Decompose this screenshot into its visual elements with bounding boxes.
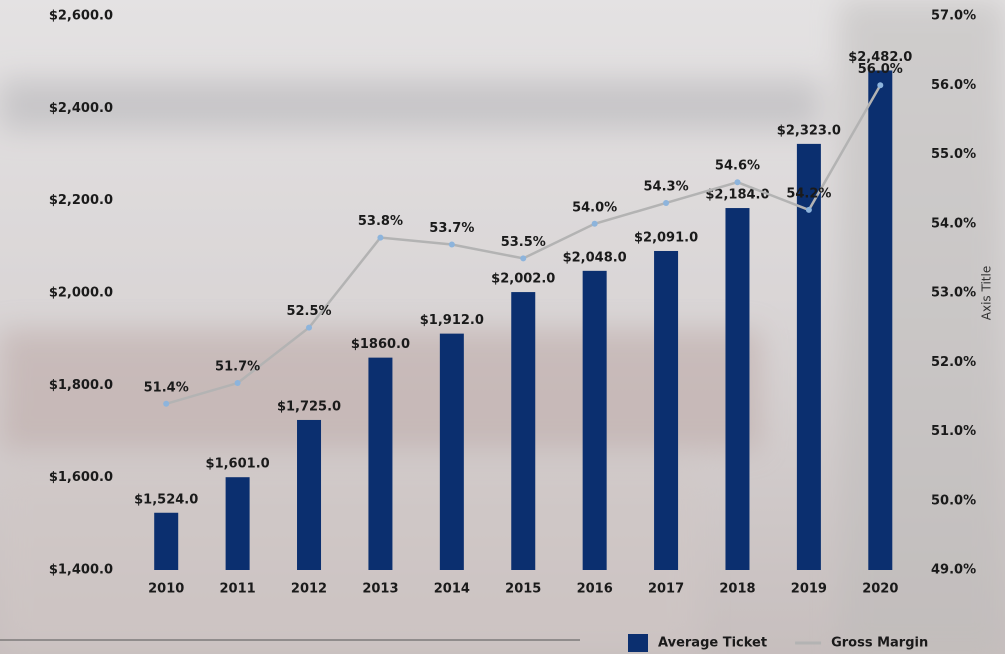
x-tick-label: 2013	[362, 582, 398, 597]
overlay	[0, 0, 1005, 654]
line-marker	[235, 380, 241, 386]
x-tick-label: 2011	[220, 582, 256, 597]
bar-value-label: $2,048.0	[563, 250, 627, 265]
x-tick-label: 2018	[719, 582, 755, 597]
bar-value-label: $1,601.0	[206, 457, 270, 472]
page: Axis Title $1,400.0 $1,600.0 $1,800.0 $2,00…	[0, 0, 1005, 654]
bar	[583, 271, 607, 570]
bar-value-label: $1,524.0	[134, 492, 198, 507]
line-value-label: 54.2%	[786, 186, 831, 201]
legend-label: Average Ticket	[658, 636, 767, 651]
y2-axis-title: Axis Title	[980, 266, 994, 320]
y2-tick-label: 55.0%	[931, 147, 976, 162]
y2-tick-label: 49.0%	[931, 563, 976, 578]
y-tick-label: $2,200.0	[49, 193, 113, 208]
bar	[725, 208, 749, 570]
y-tick-label: $2,400.0	[49, 101, 113, 116]
bar	[226, 477, 250, 570]
bar-value-label: $2,323.0	[777, 123, 841, 138]
y2-tick-label: 56.0%	[931, 78, 976, 93]
bar	[440, 334, 464, 570]
line-value-label: 53.7%	[429, 221, 474, 236]
y-tick-label: $1,400.0	[49, 563, 113, 578]
y2-tick-label: 54.0%	[931, 216, 976, 231]
x-tick-label: 2017	[648, 582, 684, 597]
line-marker	[663, 200, 669, 206]
bar-value-label: $2,002.0	[491, 272, 555, 287]
x-tick-label: 2012	[291, 582, 327, 597]
line-marker	[734, 179, 740, 185]
bar	[297, 420, 321, 570]
chart: Axis Title $1,400.0 $1,600.0 $1,800.0 $2,00…	[0, 0, 1005, 654]
line-value-label: 54.0%	[572, 200, 617, 215]
x-tick-label: 2014	[434, 582, 470, 597]
line-marker	[449, 242, 455, 248]
y2-tick-label: 57.0%	[931, 9, 976, 24]
bar-value-label: $1,725.0	[277, 399, 341, 414]
line-value-label: 51.7%	[215, 360, 260, 375]
x-tick-label: 2016	[577, 582, 613, 597]
line-marker	[306, 325, 312, 331]
line-value-label: 53.8%	[358, 214, 403, 229]
line-marker	[592, 221, 598, 227]
bar	[154, 513, 178, 570]
line-marker	[520, 255, 526, 261]
x-tick-label: 2010	[148, 582, 184, 597]
line-value-label: 56.0%	[858, 62, 903, 77]
line-value-label: 54.3%	[644, 179, 689, 194]
x-tick-label: 2020	[862, 582, 898, 597]
bar-value-label: $2,091.0	[634, 230, 698, 245]
line-value-label: 53.5%	[501, 235, 546, 250]
y-tick-label: $2,600.0	[49, 9, 113, 24]
y-tick-label: $1,800.0	[49, 378, 113, 393]
bar	[368, 358, 392, 570]
line-marker	[877, 82, 883, 88]
line-marker	[806, 207, 812, 213]
y-tick-label: $1,600.0	[49, 470, 113, 485]
line-value-label: 52.5%	[286, 304, 331, 319]
bar	[511, 292, 535, 570]
x-tick-label: 2015	[505, 582, 541, 597]
bar-value-label: $1860.0	[351, 337, 410, 352]
y2-tick-label: 53.0%	[931, 286, 976, 301]
y2-tick-label: 51.0%	[931, 424, 976, 439]
bar-value-label: $1,912.0	[420, 313, 484, 328]
y2-tick-label: 52.0%	[931, 355, 976, 370]
legend-swatch	[628, 634, 648, 652]
bar	[868, 70, 892, 570]
line-marker	[163, 401, 169, 407]
y2-tick-label: 50.0%	[931, 493, 976, 508]
legend-label: Gross Margin	[831, 636, 928, 651]
line-value-label: 54.6%	[715, 159, 760, 174]
x-tick-label: 2019	[791, 582, 827, 597]
line-value-label: 51.4%	[144, 380, 189, 395]
y-tick-label: $2,000.0	[49, 286, 113, 301]
bar	[654, 251, 678, 570]
line-marker	[377, 235, 383, 241]
